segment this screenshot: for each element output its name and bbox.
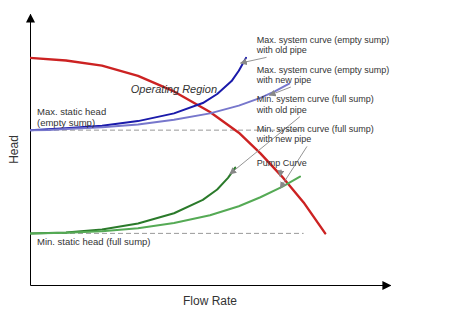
curve — [30, 177, 300, 234]
annotation-text: Max. system curve (empty sump)with new p… — [256, 65, 390, 86]
annotation-text: Min. system curve (full sump)with new pi… — [256, 124, 374, 144]
x-axis-title: Flow Rate — [183, 294, 237, 308]
text-line: with old pipe — [256, 105, 307, 115]
text-line: Pump Curve — [257, 158, 307, 168]
curve — [30, 84, 289, 130]
text-line: Min. static head (full sump) — [37, 236, 151, 247]
text-line: (empty sump) — [37, 117, 95, 128]
static-head-label: Min. static head (full sump) — [37, 236, 151, 247]
text-line: Min. system curve (full sump) — [257, 124, 374, 134]
text-line: Min. system curve (full sump) — [257, 94, 374, 104]
y-axis-title: Head — [7, 135, 21, 164]
text-line: with old pipe — [256, 45, 307, 55]
static-head-label: Max. static head(empty sump) — [37, 106, 106, 128]
annotation-text: Max. system curve (empty sump)with old p… — [256, 35, 390, 56]
curve — [30, 58, 325, 234]
text-line: Max. static head — [37, 106, 106, 117]
text-line: with new pipe — [256, 134, 312, 144]
x-axis — [31, 285, 391, 286]
curve — [30, 168, 235, 234]
x-axis-line — [31, 285, 391, 286]
y-axis — [30, 15, 31, 286]
chart: Max. static head(empty sump) Min. static … — [0, 0, 474, 315]
annotation-text: Pump Curve — [257, 158, 307, 168]
annotation-arrow — [241, 57, 267, 63]
text-line: Max. system curve (empty sump) — [257, 65, 390, 75]
y-axis-line — [30, 15, 31, 286]
plot-area: Max. static head(empty sump) Min. static … — [30, 15, 391, 286]
region-label: Operating Region — [131, 83, 217, 95]
text-line: Max. system curve (empty sump) — [257, 35, 390, 45]
annotation-text: Min. system curve (full sump)with old pi… — [256, 94, 374, 115]
annotation-arrow — [280, 170, 282, 177]
data-layer — [30, 58, 325, 234]
text-line: with new pipe — [256, 75, 312, 85]
text-layer: Max. static head(empty sump) Min. static … — [37, 35, 389, 247]
curve — [30, 58, 246, 130]
text-line: Operating Region — [131, 83, 217, 95]
